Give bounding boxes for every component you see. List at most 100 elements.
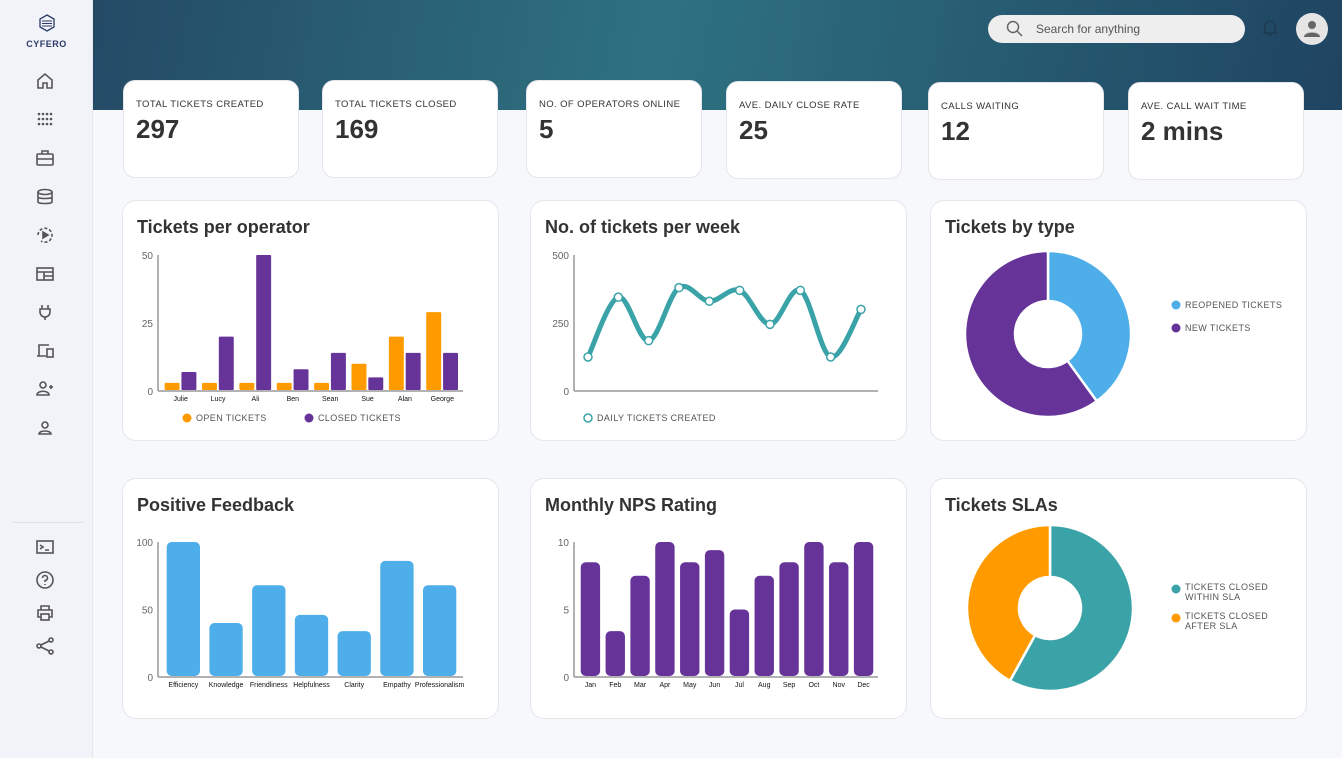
data-point[interactable] <box>765 319 775 330</box>
bar[interactable] <box>704 550 725 676</box>
bar[interactable] <box>294 614 329 676</box>
data-point[interactable] <box>856 304 866 315</box>
kpi-card: CALLS WAITING 12 <box>928 82 1104 180</box>
legend-swatch <box>1171 323 1181 333</box>
sidebar-item-user[interactable] <box>34 417 56 439</box>
sidebar-item-devices[interactable] <box>34 340 56 362</box>
sidebar-item-plug[interactable] <box>34 301 56 323</box>
data-point[interactable] <box>704 296 715 306</box>
bar[interactable] <box>422 585 457 676</box>
x-tick-label: Ben <box>287 396 300 403</box>
legend-label: DAILY TICKETS CREATED <box>597 413 716 423</box>
legend-label: NEW TICKETS <box>1185 323 1251 333</box>
y-tick-label: 25 <box>142 319 154 330</box>
pie-slice[interactable] <box>965 523 1052 683</box>
bar[interactable] <box>630 575 650 676</box>
sidebar: CYFERO <box>0 0 93 758</box>
x-tick-label: George <box>431 396 454 403</box>
chart-title: Tickets SLAs <box>945 495 1058 515</box>
bar[interactable] <box>368 377 384 390</box>
pie-slice[interactable] <box>1008 523 1135 693</box>
bar[interactable] <box>426 312 442 390</box>
x-tick-label: Aug <box>758 682 771 689</box>
data-point[interactable] <box>613 292 624 302</box>
sidebar-item-replay[interactable] <box>34 224 56 246</box>
sidebar-item-database[interactable] <box>34 186 56 208</box>
bar[interactable] <box>164 382 180 390</box>
pie-slice[interactable] <box>1046 249 1133 403</box>
bar[interactable] <box>209 623 243 676</box>
y-tick-label: 50 <box>142 606 154 617</box>
sidebar-item-add-user[interactable] <box>34 378 56 400</box>
bar[interactable] <box>443 352 459 390</box>
x-tick-label: Alan <box>398 396 412 403</box>
sidebar-item-terminal[interactable] <box>34 536 56 558</box>
x-tick-label: Efficiency <box>168 682 198 689</box>
kpi-card: TOTAL TICKETS CREATED 297 <box>123 80 299 178</box>
sidebar-item-help[interactable] <box>34 569 56 591</box>
data-point[interactable] <box>674 282 684 293</box>
pie-slice[interactable] <box>963 249 1099 419</box>
sidebar-item-layout[interactable] <box>34 263 56 285</box>
series-line <box>585 283 864 360</box>
logo[interactable]: CYFERO <box>0 14 93 49</box>
search-bar[interactable] <box>988 15 1245 43</box>
avatar[interactable] <box>1296 13 1328 45</box>
bar[interactable] <box>181 371 197 390</box>
bar[interactable] <box>680 562 700 676</box>
legend-label: REOPENED TICKETS <box>1185 300 1282 310</box>
data-point[interactable] <box>825 352 836 362</box>
bar[interactable] <box>779 562 799 676</box>
bar[interactable] <box>580 562 601 676</box>
data-point[interactable] <box>643 335 654 346</box>
x-tick-label: Dec <box>857 682 870 689</box>
sidebar-item-home[interactable] <box>34 70 56 92</box>
x-tick-label: Professionalism <box>415 682 465 689</box>
bar[interactable] <box>201 382 217 390</box>
bar[interactable] <box>853 542 874 676</box>
x-tick-label: Lucy <box>211 396 226 403</box>
bar[interactable] <box>829 562 849 676</box>
bar[interactable] <box>605 631 625 676</box>
bar[interactable] <box>655 542 675 676</box>
chart-card-nps: 0 5 10 Jan Feb Mar Apr May Jun Jul Aug Sep Oct Nov Dec… <box>530 478 907 719</box>
chart-operator: 0 25 50 Julie Lucy Ali Ben Sean Sue Alan George OPE… <box>142 251 463 423</box>
search-icon <box>1006 20 1023 37</box>
sidebar-item-share[interactable] <box>34 635 56 657</box>
data-point[interactable] <box>583 352 593 362</box>
y-tick-label: 50 <box>142 251 154 262</box>
bar[interactable] <box>314 382 330 390</box>
bar[interactable] <box>388 336 404 390</box>
y-tick-label: 250 <box>552 319 569 330</box>
sidebar-item-print[interactable] <box>34 602 56 624</box>
bar[interactable] <box>218 336 234 390</box>
bar[interactable] <box>166 542 201 676</box>
bar[interactable] <box>293 369 309 390</box>
sidebar-divider <box>13 522 83 523</box>
bar[interactable] <box>330 352 346 390</box>
bar[interactable] <box>729 609 750 677</box>
bar[interactable] <box>804 542 824 676</box>
bar[interactable] <box>754 575 774 676</box>
bar[interactable] <box>351 363 367 390</box>
bell-icon[interactable] <box>1262 18 1278 38</box>
legend-label: TICKETS CLOSED AFTER SLA <box>1185 611 1268 631</box>
bar[interactable] <box>276 382 292 390</box>
x-tick-label: Empathy <box>383 682 411 689</box>
sidebar-item-apps[interactable] <box>34 108 56 130</box>
chart-title: Positive Feedback <box>137 495 295 515</box>
legend-swatch <box>1171 300 1181 310</box>
bar[interactable] <box>256 255 272 390</box>
data-point[interactable] <box>734 285 745 296</box>
data-point[interactable] <box>795 285 806 296</box>
bar[interactable] <box>239 382 255 390</box>
y-tick-label: 0 <box>147 673 153 684</box>
chart-type: REOPENED TICKETS NEW TICKETS <box>963 249 1282 419</box>
chart-card-feedback: 0 50 100 Efficiency Knowledge Friendliness Hel… <box>122 478 499 719</box>
sidebar-item-briefcase[interactable] <box>34 147 56 169</box>
bar[interactable] <box>337 631 371 676</box>
bar[interactable] <box>252 585 286 676</box>
search-input[interactable] <box>1036 22 1226 36</box>
bar[interactable] <box>380 560 414 676</box>
bar[interactable] <box>405 352 421 390</box>
